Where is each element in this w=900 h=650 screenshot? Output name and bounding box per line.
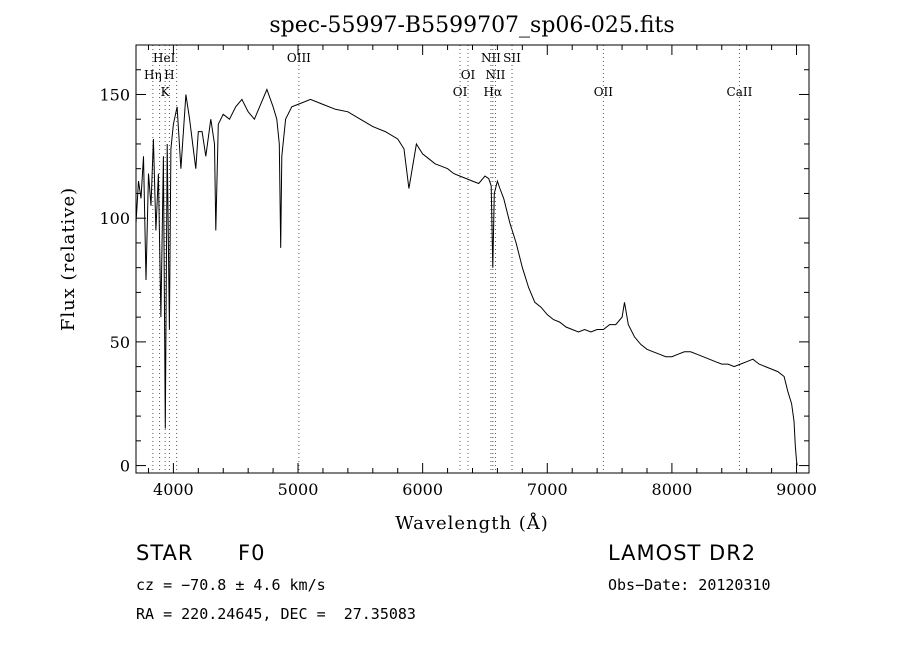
x-axis-label: Wavelength (Å) xyxy=(395,512,549,534)
plot-frame xyxy=(135,44,810,474)
y-tick-label: 150 xyxy=(99,85,130,104)
object-class: STAR xyxy=(136,541,194,565)
spectral-line-label: OIII xyxy=(287,51,311,65)
spectral-line-label: H xyxy=(164,68,174,82)
x-tick-label: 6000 xyxy=(402,480,443,499)
spectral-line-label: OI xyxy=(461,68,476,82)
y-tick-label: 0 xyxy=(120,457,130,476)
x-tick-label: 9000 xyxy=(776,480,817,499)
axis-tick-labels: 4000 5000 6000 7000 8000 9000 0 50 100 150 xyxy=(99,85,816,499)
spectral-line-label: OI xyxy=(453,85,468,99)
object-subclass: F0 xyxy=(238,541,266,565)
spectral-line-label: Hη xyxy=(144,68,162,82)
spectral-line-label: HeI xyxy=(153,51,176,65)
x-tick-label: 4000 xyxy=(153,480,194,499)
spectral-line-label: NII xyxy=(481,51,501,65)
spectrum-line xyxy=(135,88,798,466)
coordinates: RA = 220.24645, DEC = 27.35083 xyxy=(136,605,416,623)
spectral-line-label: NII xyxy=(485,68,505,82)
x-tick-label: 7000 xyxy=(527,480,568,499)
redshift-value: cz = −70.8 ± 4.6 km/s xyxy=(136,576,326,594)
y-axis-label: Flux (relative) xyxy=(58,187,79,331)
x-tick-label: 5000 xyxy=(278,480,319,499)
y-tick-label: 50 xyxy=(110,333,130,352)
spectral-line-label: OII xyxy=(594,85,614,99)
axis-ticks xyxy=(136,45,809,473)
chart-title: spec-55997-B5599707_sp06-025.fits xyxy=(269,13,674,38)
spectral-line-label: CaII xyxy=(727,85,753,99)
x-tick-label: 8000 xyxy=(652,480,693,499)
observation-date: Obs−Date: 20120310 xyxy=(608,576,771,594)
spectral-line-label: K xyxy=(161,85,171,99)
spectral-line-label: Hα xyxy=(484,85,503,99)
spectral-line-markers xyxy=(152,45,740,473)
spectral-line-label: SII xyxy=(503,51,521,65)
survey-name: LAMOST DR2 xyxy=(608,541,757,565)
y-tick-label: 100 xyxy=(99,209,130,228)
